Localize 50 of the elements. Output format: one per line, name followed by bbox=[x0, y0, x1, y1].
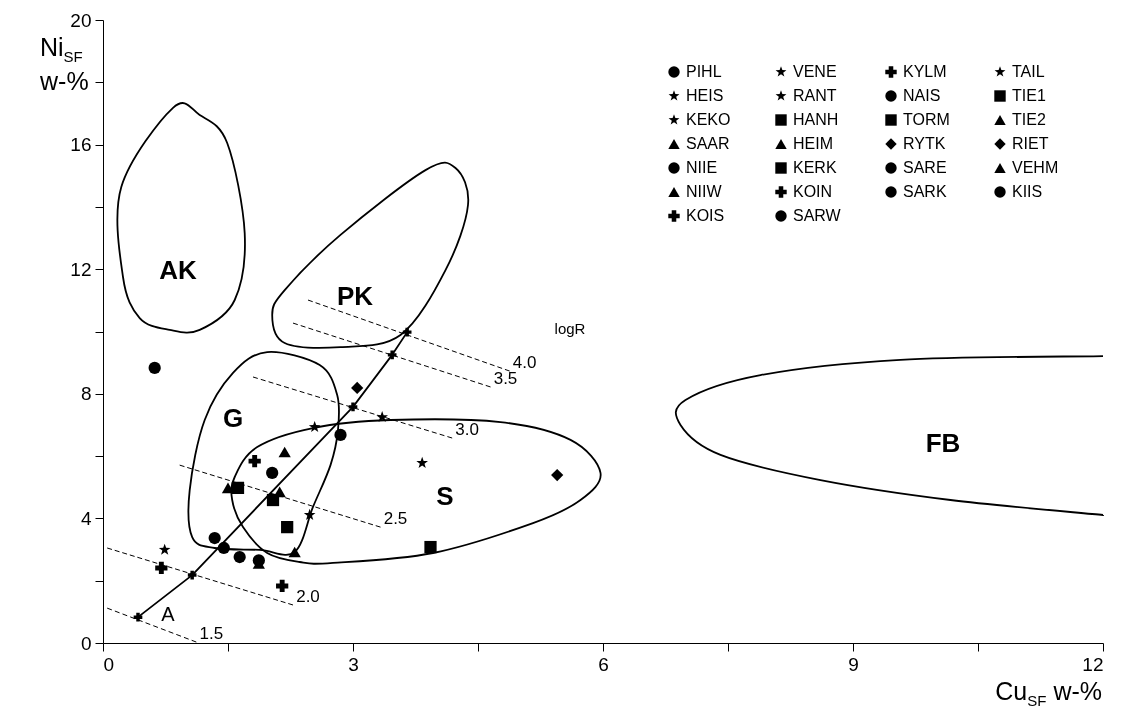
y-tick-label: 12 bbox=[70, 258, 92, 280]
legend-label: HEIM bbox=[793, 135, 833, 152]
series-label: A bbox=[161, 603, 176, 626]
legend-label: NIIW bbox=[686, 183, 723, 200]
legend-label: PIHL bbox=[686, 63, 722, 80]
legend-label: NIIE bbox=[686, 159, 718, 176]
legend-label: SARW bbox=[793, 207, 842, 224]
annotation: FB bbox=[925, 427, 961, 458]
legend-label: TORM bbox=[903, 111, 950, 128]
legend-label: KOIN bbox=[793, 183, 833, 200]
annotation: AK bbox=[159, 254, 197, 285]
legend-label: SARK bbox=[903, 183, 947, 200]
x-tick-label: 0 bbox=[103, 653, 115, 675]
legend-label: TIE2 bbox=[1012, 111, 1046, 128]
legend-label: TIE1 bbox=[1012, 87, 1046, 104]
legend-label: SARE bbox=[903, 159, 947, 176]
annotation: PK bbox=[336, 280, 374, 311]
y-tick-label: 20 bbox=[70, 9, 92, 31]
y-tick-label: 4 bbox=[80, 507, 92, 529]
legend-label: HEIS bbox=[686, 87, 724, 104]
legend-label: KIIS bbox=[1012, 183, 1043, 200]
series-label: 2.0 bbox=[296, 587, 320, 606]
legend-label: SAAR bbox=[686, 135, 730, 152]
x-tick-label: 9 bbox=[848, 653, 859, 675]
y-tick-label: 16 bbox=[70, 134, 92, 156]
x-axis-title: Cu$_{SF}$ w-% bbox=[995, 676, 1102, 710]
x-tick-label: 6 bbox=[598, 653, 609, 675]
series-label: 3.0 bbox=[455, 420, 479, 440]
y-axis-title: Ni$_{SF}$ w-% bbox=[40, 32, 90, 96]
legend-label: VENE bbox=[793, 63, 837, 80]
legend-label: KYLM bbox=[903, 63, 947, 80]
legend-label: NAIS bbox=[903, 87, 941, 104]
annotation: logR bbox=[554, 319, 586, 337]
y-tick-label: 8 bbox=[80, 383, 92, 405]
legend-label: RIET bbox=[1012, 135, 1049, 152]
y-tick-label: 0 bbox=[80, 632, 92, 654]
legend-label: RANT bbox=[793, 87, 837, 104]
annotation: S bbox=[436, 480, 454, 511]
legend-label: KEKO bbox=[686, 111, 731, 128]
legend-label: RYTK bbox=[903, 135, 946, 152]
legend-label: KERK bbox=[793, 159, 837, 176]
legend-label: KOIS bbox=[686, 207, 725, 224]
x-tick-label: 3 bbox=[348, 653, 359, 675]
legend-label: TAIL bbox=[1012, 63, 1045, 80]
series-label: 2.5 bbox=[383, 509, 408, 529]
legend-label: HANH bbox=[793, 111, 839, 128]
legend-label: VEHM bbox=[1012, 159, 1059, 176]
x-tick-label: 12 bbox=[1082, 653, 1104, 675]
series-label: 1.5 bbox=[199, 624, 224, 644]
annotation: G bbox=[222, 402, 244, 433]
